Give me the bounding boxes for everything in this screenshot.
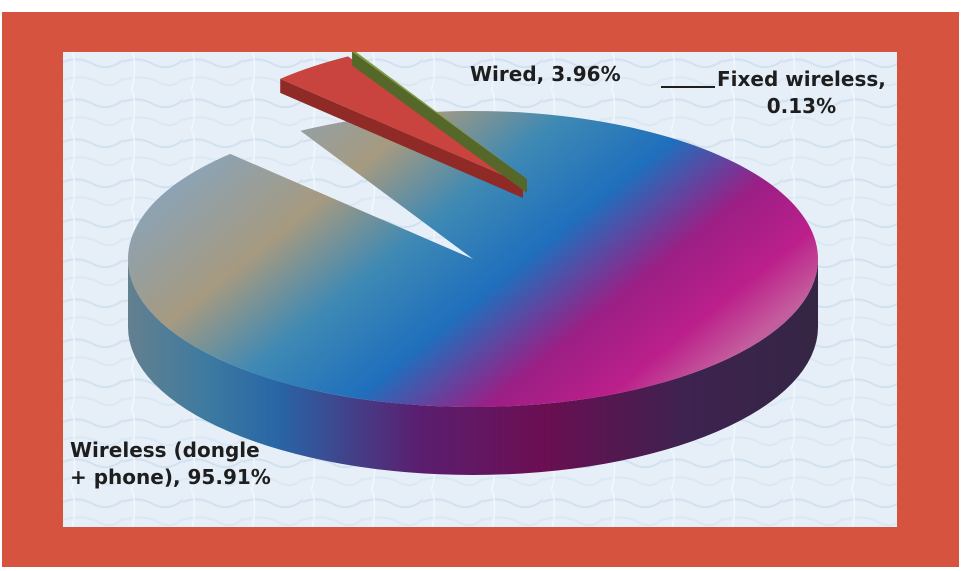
data-label-fixed-wireless: Fixed wireless, 0.13% xyxy=(717,66,886,120)
data-label-wireless-line-2: + phone), 95.91% xyxy=(70,465,271,489)
data-label-wireless-line-1: Wireless (dongle xyxy=(70,438,260,462)
data-label-fixed-wireless-line-2: 0.13% xyxy=(766,94,837,118)
plot-area: Wired, 3.96% Fixed wireless, 0.13% Wirel… xyxy=(63,52,897,527)
data-label-wireless: Wireless (dongle + phone), 95.91% xyxy=(70,437,271,491)
pie-slice-wireless xyxy=(127,110,818,407)
pie-slice-wired xyxy=(280,56,523,184)
data-label-wired: Wired, 3.96% xyxy=(470,62,621,86)
data-label-fixed-wireless-line-1: Fixed wireless, xyxy=(717,67,886,91)
pie-slice-side-fixed-wireless xyxy=(352,52,527,193)
chart-frame: Wired, 3.96% Fixed wireless, 0.13% Wirel… xyxy=(2,12,959,567)
pie-chart xyxy=(63,52,897,527)
pie-slice-side-wireless xyxy=(128,259,818,475)
pie-slice-side-wired xyxy=(280,78,523,198)
